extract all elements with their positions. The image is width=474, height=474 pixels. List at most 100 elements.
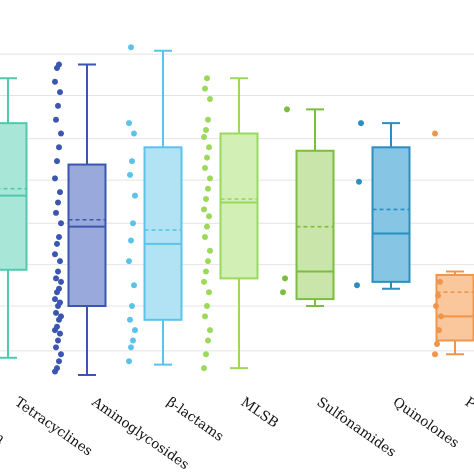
data-point — [53, 116, 59, 123]
data-point — [56, 61, 62, 68]
data-point — [56, 358, 62, 365]
data-point — [358, 120, 364, 127]
data-point — [202, 85, 208, 92]
box-series — [0, 44, 474, 376]
data-point — [433, 303, 439, 309]
tick-label-clipped: cm — [0, 422, 8, 447]
data-point — [204, 154, 210, 161]
data-point — [437, 278, 443, 285]
data-point — [205, 116, 211, 123]
data-point — [56, 234, 62, 240]
box-quinolones — [432, 130, 474, 358]
data-point — [207, 175, 213, 182]
data-point — [53, 309, 59, 316]
data-point — [132, 327, 138, 334]
tick-label-category: Sulfonamides — [314, 394, 399, 460]
data-point — [202, 313, 208, 320]
data-point — [52, 251, 58, 258]
box-iqr — [371, 146, 411, 283]
data-point — [130, 220, 136, 227]
data-point — [58, 278, 64, 285]
data-point — [201, 278, 207, 285]
data-point — [202, 234, 208, 240]
data-point — [432, 130, 438, 137]
data-point — [356, 178, 362, 185]
tick-label-category: Tetracyclines — [12, 394, 96, 459]
data-point — [57, 89, 63, 96]
data-point — [55, 102, 61, 109]
data-point — [55, 337, 61, 344]
data-point — [205, 185, 211, 192]
data-point — [204, 303, 210, 309]
tick-label-category: β-lactams — [164, 394, 227, 445]
data-point — [129, 158, 135, 165]
box-left-partial — [0, 77, 28, 359]
box-aminoglycosides — [126, 44, 183, 366]
data-point — [130, 337, 136, 344]
data-point — [52, 175, 58, 182]
box--lactams — [201, 75, 259, 372]
box-iqr — [295, 149, 335, 301]
box-sulfonamides — [354, 120, 411, 290]
data-point — [54, 365, 60, 372]
box-mlsb — [280, 106, 335, 307]
data-point — [52, 296, 58, 303]
data-point — [202, 165, 208, 171]
data-point — [57, 189, 63, 196]
data-point — [54, 323, 60, 330]
tick-label-category: MLSB — [238, 394, 282, 431]
data-point — [126, 358, 132, 365]
box-iqr — [67, 163, 107, 307]
data-point — [126, 120, 132, 127]
tick-label-category: Quinolones — [390, 394, 462, 451]
data-point — [207, 247, 213, 254]
data-point — [56, 285, 62, 292]
data-point — [126, 258, 132, 265]
data-point — [58, 130, 64, 137]
data-point — [58, 351, 64, 358]
data-point — [435, 292, 441, 299]
box-tetracyclines — [52, 61, 107, 376]
data-point — [57, 258, 63, 265]
data-point — [207, 96, 213, 102]
data-point — [52, 78, 58, 85]
data-point — [205, 337, 211, 344]
box-iqr — [143, 146, 183, 321]
data-point — [55, 199, 61, 206]
data-point — [54, 240, 60, 247]
data-point — [203, 127, 209, 134]
data-point — [53, 275, 59, 282]
data-point — [284, 106, 290, 113]
data-point — [54, 158, 60, 165]
tick-label-category: P — [462, 394, 474, 412]
data-point — [203, 196, 209, 203]
data-point — [432, 351, 438, 358]
data-point — [128, 44, 134, 51]
data-point — [129, 303, 135, 309]
data-point — [201, 206, 207, 213]
data-point — [203, 351, 209, 358]
data-point — [127, 316, 133, 323]
data-point — [205, 258, 211, 265]
data-point — [53, 344, 59, 351]
data-point — [53, 209, 59, 216]
data-point — [204, 223, 210, 230]
data-point — [434, 340, 440, 347]
data-point — [354, 282, 360, 289]
box-iqr — [435, 273, 474, 342]
data-point — [201, 365, 207, 372]
data-point — [56, 144, 62, 151]
data-point — [206, 213, 212, 220]
data-point — [128, 237, 134, 244]
data-point — [128, 344, 134, 351]
data-point — [203, 268, 209, 275]
data-point — [58, 313, 64, 320]
data-point — [436, 327, 442, 334]
box-iqr — [219, 132, 259, 280]
data-point — [204, 75, 210, 82]
data-point — [207, 327, 213, 334]
data-point — [127, 171, 133, 178]
data-point — [57, 299, 63, 306]
